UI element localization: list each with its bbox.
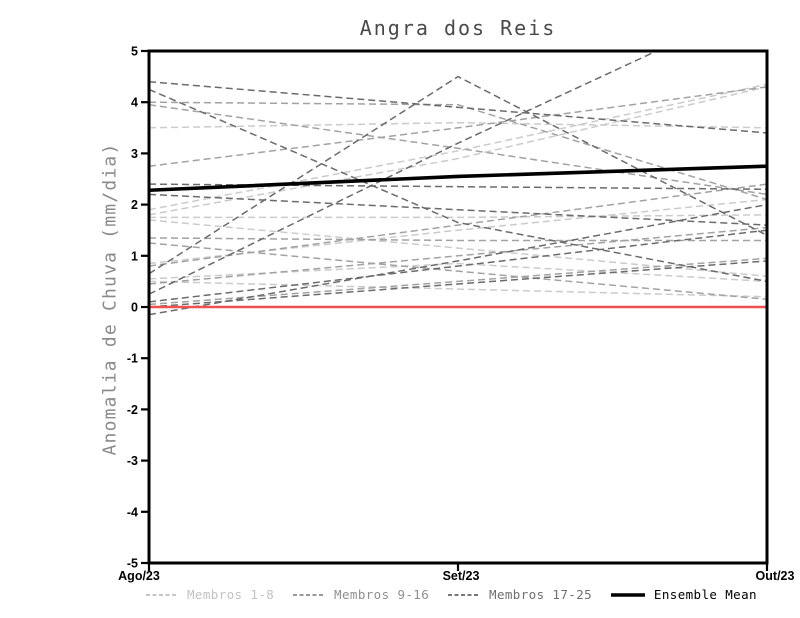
member-line — [149, 88, 767, 283]
member-line — [149, 229, 767, 303]
dashed-line-sample-icon — [448, 593, 481, 596]
legend-item-ensemble-mean: Ensemble Mean — [610, 587, 757, 602]
legend-item-membros-1-8: Membros 1-8 — [145, 587, 274, 602]
member-line — [149, 262, 767, 283]
solid-line-sample-icon — [610, 592, 645, 597]
y-tick-label: -4 — [127, 505, 138, 519]
member-line — [149, 237, 767, 242]
legend: Membros 1-8 Membros 9-16 Membros 17-25 E… — [145, 587, 757, 602]
ensemble-mean-line — [149, 164, 767, 193]
member-line — [149, 51, 659, 295]
member-line — [149, 203, 767, 316]
x-tick-label: Set/23 — [443, 569, 480, 583]
legend-label: Membros 17-25 — [489, 587, 593, 602]
member-line — [149, 86, 767, 167]
chart-title: Angra dos Reis — [359, 16, 557, 40]
legend-item-membros-17-25: Membros 17-25 — [447, 587, 592, 602]
y-tick-label: -3 — [127, 454, 138, 468]
member-line — [149, 86, 767, 216]
member-line — [149, 226, 767, 285]
x-tick-label: Out/23 — [756, 569, 795, 583]
legend-label: Ensemble Mean — [653, 587, 757, 602]
member-line — [149, 280, 767, 298]
member-line — [149, 214, 767, 219]
member-line — [149, 257, 767, 306]
member-line — [149, 83, 767, 211]
y-tick-label: 1 — [131, 249, 138, 263]
y-tick-label: -1 — [127, 352, 138, 366]
y-tick-label: -5 — [127, 557, 138, 571]
member-line — [149, 219, 767, 278]
member-line — [149, 101, 767, 201]
y-tick-label: 0 — [131, 301, 138, 315]
member-line — [149, 80, 767, 134]
member-line — [149, 75, 767, 275]
y-tick-label: -2 — [127, 403, 138, 417]
dashed-line-sample-icon — [146, 593, 178, 596]
legend-label: Membros 9-16 — [334, 587, 430, 602]
legend-item-membros-9-16: Membros 9-16 — [292, 587, 429, 602]
y-tick-label: 5 — [131, 45, 138, 59]
legend-label: Membros 1-8 — [187, 587, 275, 602]
dashed-line-sample-icon — [293, 593, 326, 596]
y-tick-label: 2 — [131, 198, 138, 212]
member-line — [149, 193, 767, 226]
member-line — [149, 260, 767, 308]
member-line — [149, 183, 767, 267]
member-line — [149, 104, 767, 196]
x-tick-label: Ago/23 — [118, 569, 160, 583]
member-line — [149, 121, 767, 129]
y-tick-label: 4 — [131, 96, 138, 110]
y-tick-label: 3 — [131, 147, 138, 161]
